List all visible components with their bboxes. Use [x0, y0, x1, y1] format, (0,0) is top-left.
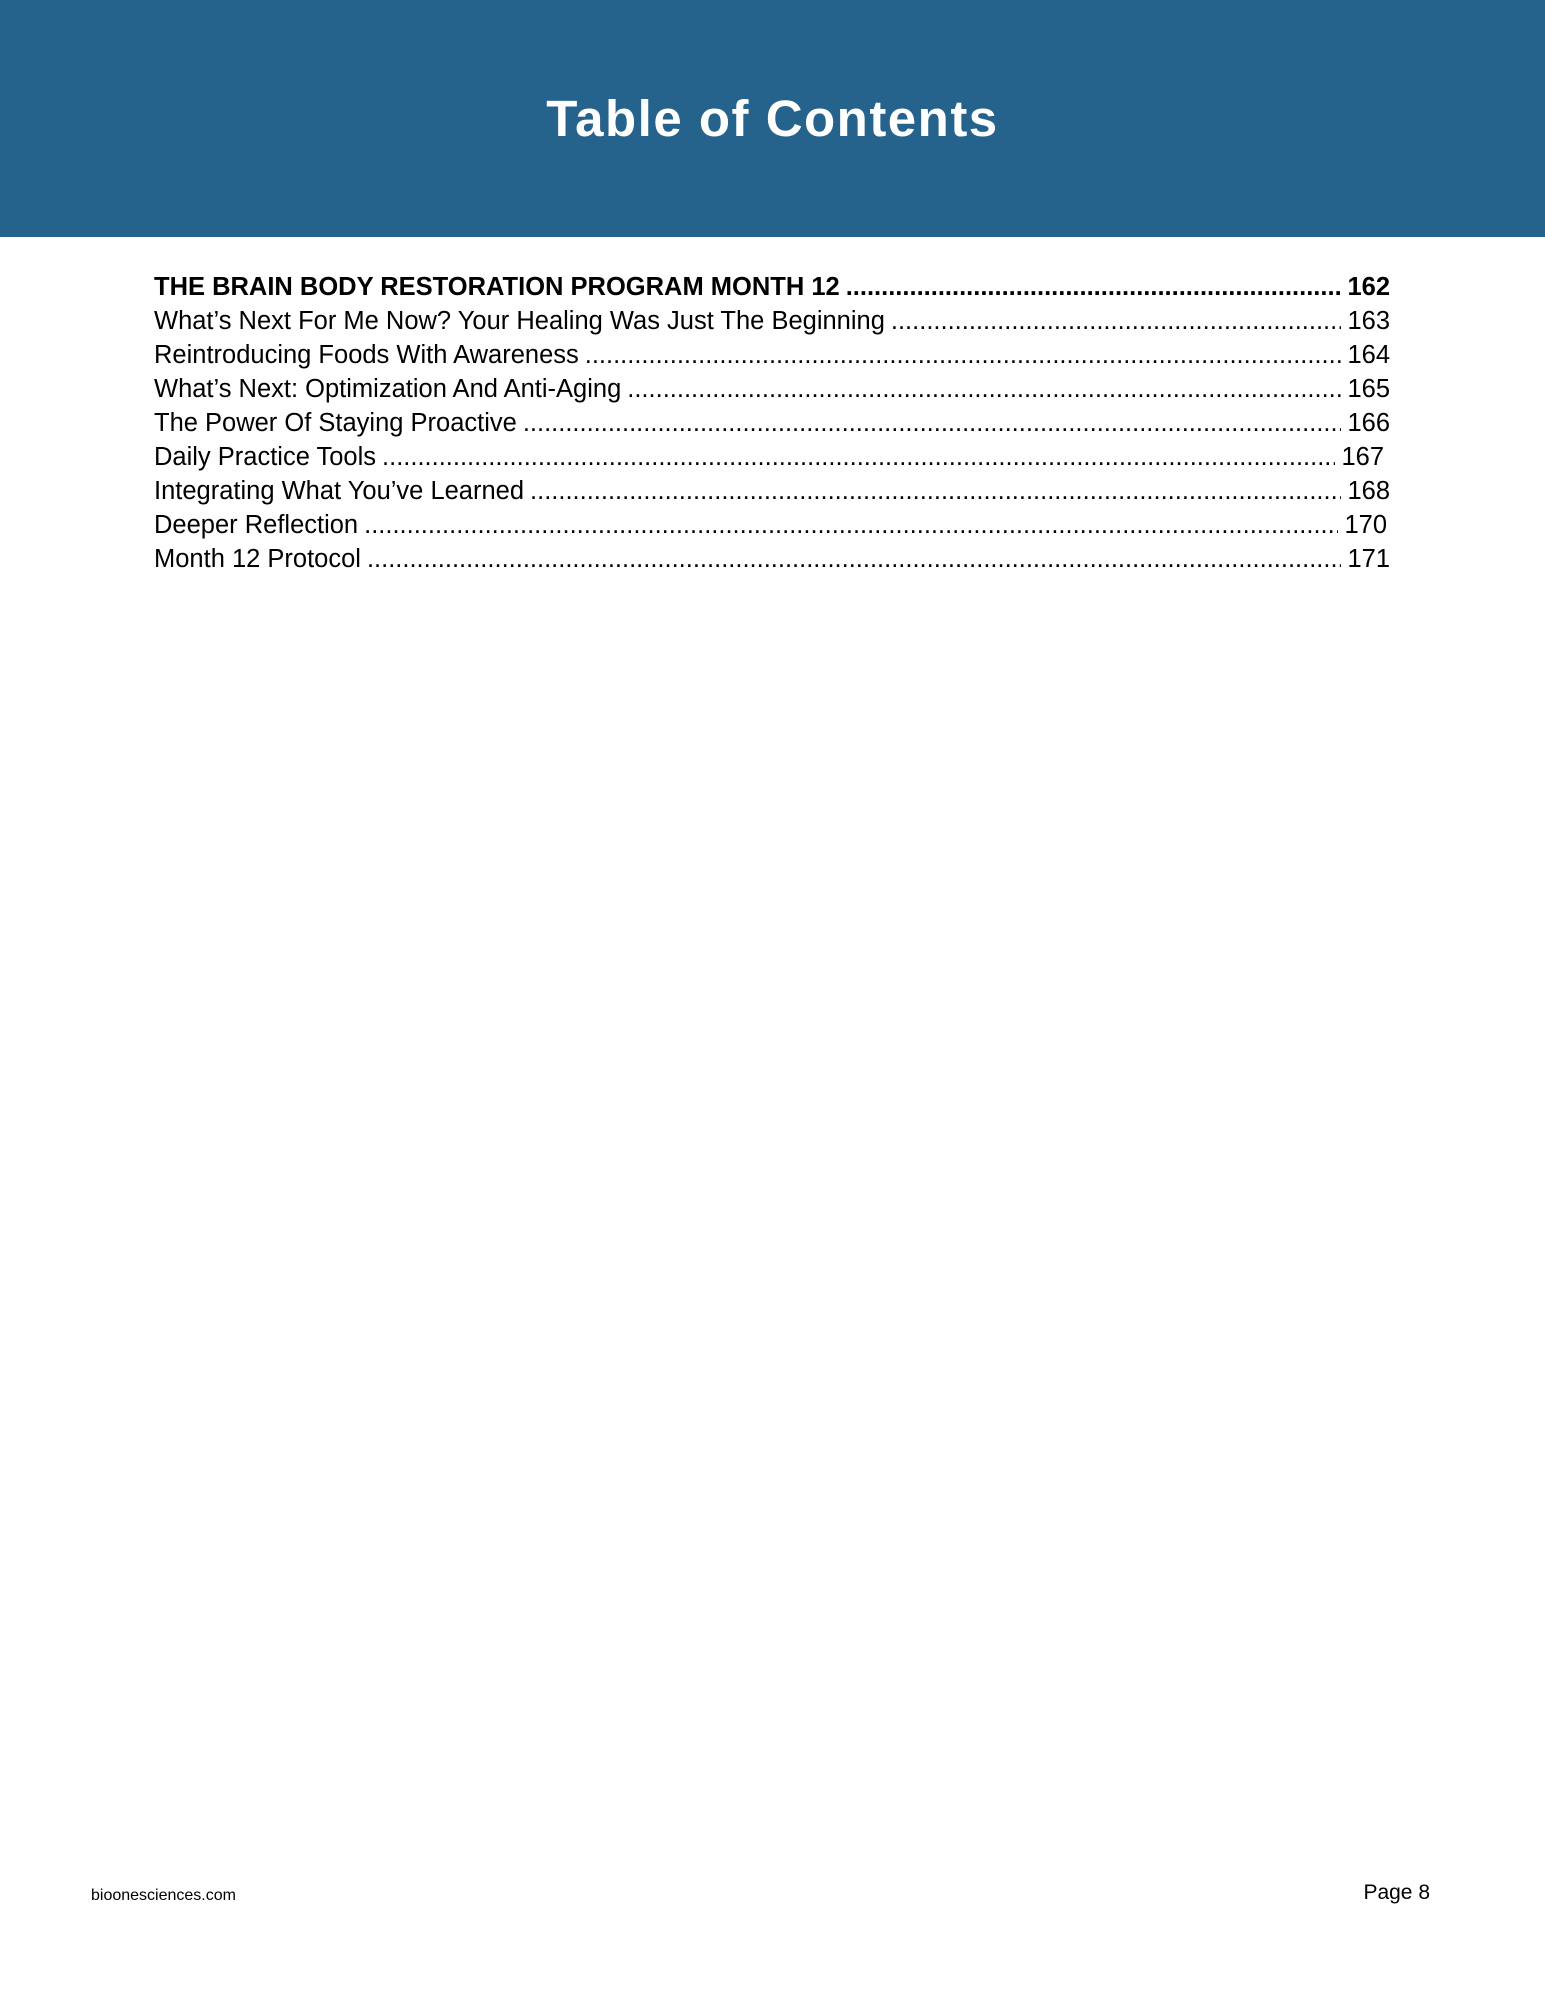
header-banner: Table of Contents	[0, 0, 1545, 237]
toc-entry[interactable]: THE BRAIN BODY RESTORATION PROGRAM MONTH…	[154, 270, 1390, 304]
dot-leader	[523, 406, 1342, 440]
toc-entry[interactable]: Deeper Reflection 170	[154, 508, 1390, 542]
toc-entry-label: What’s Next For Me Now? Your Healing Was…	[154, 307, 885, 335]
toc-entry-page: 171	[1347, 545, 1390, 573]
table-of-contents: THE BRAIN BODY RESTORATION PROGRAM MONTH…	[154, 270, 1390, 576]
toc-entry-page: 163	[1347, 307, 1390, 335]
dot-leader	[891, 304, 1342, 338]
toc-entry-page: 168	[1347, 477, 1390, 505]
footer-website: bioonesciences.com	[91, 1887, 236, 1904]
toc-entry-label: THE BRAIN BODY RESTORATION PROGRAM MONTH…	[154, 273, 840, 301]
toc-entry[interactable]: Month 12 Protocol 171	[154, 542, 1390, 576]
toc-entry-page: 166	[1347, 409, 1390, 437]
toc-entry[interactable]: What’s Next: Optimization And Anti-Aging…	[154, 372, 1390, 406]
toc-entry-page: 167	[1341, 443, 1384, 471]
toc-entry-label: The Power Of Staying Proactive	[154, 409, 517, 437]
toc-entry-page: 165	[1347, 375, 1390, 403]
dot-leader	[585, 338, 1342, 372]
dot-leader	[367, 542, 1342, 576]
dot-leader	[382, 440, 1335, 474]
toc-entry-label: Integrating What You’ve Learned	[154, 477, 525, 505]
toc-entry-label: Month 12 Protocol	[154, 545, 361, 573]
dot-leader	[530, 474, 1341, 508]
toc-entry-label: Deeper Reflection	[154, 511, 359, 539]
dot-leader	[846, 270, 1342, 304]
toc-entry-page: 162	[1347, 273, 1390, 301]
toc-entry-page: 170	[1344, 511, 1387, 539]
toc-entry-label: Reintroducing Foods With Awareness	[154, 341, 579, 369]
dot-leader	[627, 372, 1341, 406]
toc-entry-label: What’s Next: Optimization And Anti-Aging	[154, 375, 622, 403]
toc-entry[interactable]: Integrating What You’ve Learned 168	[154, 474, 1390, 508]
toc-entry[interactable]: Reintroducing Foods With Awareness 164	[154, 338, 1390, 372]
dot-leader	[364, 508, 1338, 542]
toc-entry[interactable]: What’s Next For Me Now? Your Healing Was…	[154, 304, 1390, 338]
page-number: Page 8	[1363, 1881, 1430, 1904]
toc-entry[interactable]: The Power Of Staying Proactive 166	[154, 406, 1390, 440]
toc-entry-label: Daily Practice Tools	[154, 443, 377, 471]
toc-entry[interactable]: Daily Practice Tools 167	[154, 440, 1390, 474]
page-title: Table of Contents	[546, 90, 999, 147]
toc-entry-page: 164	[1347, 341, 1390, 369]
